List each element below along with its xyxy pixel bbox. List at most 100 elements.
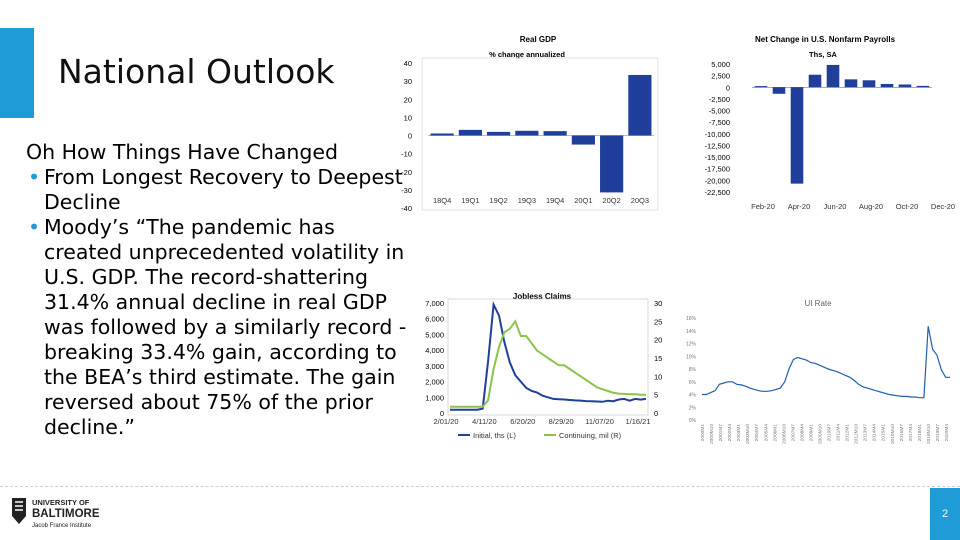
claims-legend-label: Continuing, mil (R) [559, 431, 622, 440]
gdp-x-label: 19Q4 [546, 196, 564, 205]
claims-series-line [450, 319, 646, 408]
ui-x-label: 2014M4 [872, 424, 878, 442]
ui-x-label: 2002M4 [727, 424, 733, 442]
ui-y-tick: 8% [689, 367, 697, 373]
claims-right-tick: 0 [654, 409, 658, 418]
ui-x-label: 2004M7 [754, 424, 760, 442]
ui-y-tick: 12% [686, 342, 697, 348]
gdp-bar [571, 135, 595, 145]
ui-x-label: 2012M1 [845, 424, 851, 442]
shield-stripes [15, 501, 23, 511]
payrolls-title: Net Change in U.S. Nonfarm Payrolls [755, 35, 896, 44]
ui-x-label: 2005M4 [763, 424, 769, 442]
payrolls-bar [790, 87, 804, 184]
gdp-bar [458, 129, 482, 136]
payrolls-bar [898, 84, 912, 88]
payrolls-x-label: Apr-20 [788, 202, 811, 211]
gdp-y-tick: -20 [401, 168, 412, 177]
ui-x-label: 2020M4 [944, 424, 950, 442]
gdp-bar [600, 135, 624, 193]
ui-y-tick: 6% [689, 380, 697, 386]
payrolls-y-tick: -5,000 [709, 107, 730, 116]
ui-x-label: 2018M10 [926, 424, 932, 444]
gdp-x-label: 19Q3 [518, 196, 536, 205]
payrolls-bar [754, 86, 768, 88]
real-gdp-chart: Real GDP % change annualized 40 30 20 10 0 -1… [390, 30, 660, 212]
slide-title: National Outlook [58, 52, 335, 91]
logo-line-2: BALTIMORE [32, 508, 100, 520]
footer-divider [0, 486, 960, 487]
claims-left-tick: 5,000 [425, 330, 444, 339]
university-logo: UNIVERSITY OF BALTIMORE Jacob France Ins… [10, 494, 130, 539]
claims-right-tick: 15 [654, 354, 662, 363]
ui-x-label: 2007M7 [790, 424, 796, 442]
ui-x-label: 2006M1 [772, 424, 778, 442]
payrolls-y-tick: -2,500 [709, 95, 730, 104]
ui-y-tick: 4% [689, 393, 697, 399]
payrolls-chart: Net Change in U.S. Nonfarm Payrolls Ths,… [690, 30, 960, 212]
ui-x-label: 2017M4 [908, 424, 914, 442]
claims-title: Jobless Claims [513, 292, 572, 301]
payrolls-x-label: Oct-20 [896, 202, 919, 211]
gdp-bar [515, 130, 539, 136]
ui-x-label: 2009M1 [808, 424, 814, 442]
payrolls-bar [808, 74, 822, 88]
gdp-bar [487, 131, 511, 136]
claims-right-tick: 30 [654, 299, 662, 308]
gdp-y-tick: 10 [404, 113, 412, 122]
claims-x-label: 4/11/20 [472, 417, 496, 426]
subheading: Oh How Things Have Changed [26, 140, 339, 164]
payrolls-y-tick: -10,000 [705, 130, 730, 139]
ui-x-label: 2008M4 [799, 424, 805, 442]
ui-x-label: 2000M10 [709, 424, 715, 444]
ui-x-label: 2009M10 [817, 424, 823, 444]
gdp-plot-frame [421, 57, 659, 211]
payrolls-x-label: Jun-20 [824, 202, 847, 211]
real-gdp-svg: Real GDP % change annualized 40 30 20 10 0 -1… [401, 35, 659, 212]
shield-icon [12, 498, 26, 524]
claims-left-tick: 3,000 [425, 362, 444, 371]
slide-body: Oh How Things Have Changed From Longest … [26, 140, 416, 440]
claims-x-labels: 2/01/20 4/11/20 6/20/20 8/29/20 11/07/20 1/16… [433, 417, 650, 426]
claims-x-label: 2/01/20 [433, 417, 458, 426]
payrolls-y-tick: -15,000 [705, 153, 730, 162]
ui-x-label: 2000M1 [700, 424, 706, 442]
claims-legend: Initial, ths (L) Continuing, mil (R) [458, 431, 622, 440]
gdp-y-tick: 20 [404, 95, 412, 104]
ui-x-label: 2016M7 [899, 424, 905, 442]
gdp-x-label: 20Q3 [631, 196, 649, 205]
logo-line-3: Jacob France Institute [32, 523, 92, 529]
payrolls-y-tick: -22,500 [705, 188, 730, 197]
claims-x-label: 1/16/21 [625, 417, 650, 426]
jobless-claims-svg: Jobless Claims 7,000 6,000 5,000 4,000 3,000… [425, 292, 662, 440]
payrolls-bar [880, 84, 894, 88]
claims-plot-frame [447, 298, 649, 416]
bullet-1: From Longest Recovery to Deepest Decline [26, 165, 416, 215]
payrolls-bar [862, 80, 876, 88]
payrolls-bar [826, 64, 840, 88]
claims-x-label: 11/07/20 [585, 417, 614, 426]
ui-x-label: 2011M4 [836, 424, 842, 441]
payrolls-svg: Net Change in U.S. Nonfarm Payrolls Ths,… [705, 35, 956, 211]
gdp-y-tick: 40 [404, 59, 412, 68]
gdp-x-labels: 18Q4 19Q1 19Q2 19Q3 19Q4 20Q1 20Q2 20Q3 [433, 196, 649, 205]
gdp-bar [430, 133, 454, 136]
ui-x-label: 2019M7 [935, 424, 941, 442]
ui-x-label: 2015M10 [890, 424, 896, 444]
ui-y-ticks: 16% 14% 12% 10% 8% 6% 4% 2% 0% [686, 316, 697, 424]
ui-x-label: 2001M7 [718, 424, 724, 442]
jobless-claims-chart: Jobless Claims 7,000 6,000 5,000 4,000 3,000… [410, 285, 690, 455]
logo-line-1: UNIVERSITY OF [32, 498, 90, 507]
bullet-2: Moody’s “The pandemic has created unprec… [26, 215, 416, 440]
ui-rate-svg: UI Rate 16%14%12%10%8%6%4%2%0% 2000M1 200… [686, 299, 950, 444]
gdp-x-label: 19Q1 [461, 196, 479, 205]
gdp-x-label: 20Q2 [602, 196, 620, 205]
ui-y-tick: 0% [689, 418, 697, 424]
payrolls-x-label: Feb-20 [751, 202, 775, 211]
payrolls-y-tick: -7,500 [709, 118, 730, 127]
ui-y-tick: 14% [686, 329, 697, 335]
claims-left-tick: 1,000 [425, 393, 444, 402]
ui-rate-chart: UI Rate 16% 14% 12% 10% 8% 6% 4% 2% 0% 2000M1 200… [680, 290, 956, 462]
claims-x-label: 8/29/20 [549, 417, 574, 426]
payrolls-y-tick: 5,000 [711, 60, 730, 69]
